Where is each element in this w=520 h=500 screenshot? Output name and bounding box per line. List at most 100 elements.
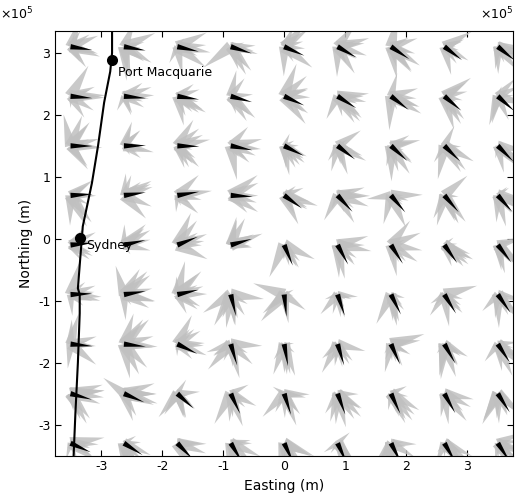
Polygon shape xyxy=(336,189,355,198)
Text: Sydney: Sydney xyxy=(86,238,132,252)
Polygon shape xyxy=(123,336,153,349)
Polygon shape xyxy=(496,96,500,106)
Polygon shape xyxy=(284,389,310,398)
Polygon shape xyxy=(387,46,396,66)
Polygon shape xyxy=(67,126,87,149)
Polygon shape xyxy=(325,392,341,413)
Polygon shape xyxy=(176,40,211,53)
Polygon shape xyxy=(441,96,448,113)
Polygon shape xyxy=(334,146,341,164)
Polygon shape xyxy=(281,294,287,316)
Polygon shape xyxy=(66,314,78,346)
Polygon shape xyxy=(120,440,138,466)
Polygon shape xyxy=(443,294,450,302)
Polygon shape xyxy=(174,143,192,164)
Polygon shape xyxy=(387,390,414,414)
Polygon shape xyxy=(229,139,262,151)
Polygon shape xyxy=(280,440,303,466)
Polygon shape xyxy=(441,44,457,64)
Polygon shape xyxy=(70,243,80,250)
Polygon shape xyxy=(283,342,294,352)
Polygon shape xyxy=(336,91,366,102)
Polygon shape xyxy=(70,240,80,247)
Polygon shape xyxy=(282,442,294,464)
Polygon shape xyxy=(176,392,184,402)
Polygon shape xyxy=(441,438,470,463)
Polygon shape xyxy=(442,343,456,363)
Polygon shape xyxy=(439,193,459,224)
Polygon shape xyxy=(230,94,242,98)
Polygon shape xyxy=(387,221,410,248)
Polygon shape xyxy=(388,244,399,262)
Polygon shape xyxy=(442,240,471,258)
Polygon shape xyxy=(442,443,447,456)
Polygon shape xyxy=(229,234,263,251)
Polygon shape xyxy=(495,392,508,413)
Polygon shape xyxy=(386,391,406,420)
Polygon shape xyxy=(337,90,369,102)
Polygon shape xyxy=(176,336,189,346)
Polygon shape xyxy=(495,142,520,163)
Polygon shape xyxy=(496,144,513,162)
Polygon shape xyxy=(124,92,149,101)
Polygon shape xyxy=(228,442,238,460)
Polygon shape xyxy=(496,192,516,208)
Polygon shape xyxy=(175,240,207,259)
Polygon shape xyxy=(69,135,81,147)
Polygon shape xyxy=(263,290,288,313)
Polygon shape xyxy=(495,340,520,360)
Polygon shape xyxy=(439,294,450,326)
Polygon shape xyxy=(281,344,287,357)
Polygon shape xyxy=(390,144,400,150)
Polygon shape xyxy=(69,187,80,197)
Polygon shape xyxy=(226,94,247,121)
Polygon shape xyxy=(334,96,342,116)
Polygon shape xyxy=(335,442,341,456)
Polygon shape xyxy=(389,386,407,396)
Polygon shape xyxy=(337,143,353,150)
Polygon shape xyxy=(229,95,238,108)
Polygon shape xyxy=(496,91,520,104)
Polygon shape xyxy=(123,288,152,300)
Polygon shape xyxy=(335,442,347,464)
Polygon shape xyxy=(496,146,500,158)
Polygon shape xyxy=(440,440,464,465)
Polygon shape xyxy=(176,92,198,102)
Polygon shape xyxy=(282,142,307,156)
Polygon shape xyxy=(70,92,91,100)
Polygon shape xyxy=(283,194,293,200)
Polygon shape xyxy=(445,44,456,49)
Polygon shape xyxy=(124,44,140,50)
Polygon shape xyxy=(70,342,80,349)
Polygon shape xyxy=(280,242,299,268)
Polygon shape xyxy=(493,244,505,274)
Polygon shape xyxy=(441,292,462,313)
Polygon shape xyxy=(229,237,236,246)
Polygon shape xyxy=(281,94,294,112)
Polygon shape xyxy=(120,272,147,299)
Polygon shape xyxy=(385,96,397,130)
Polygon shape xyxy=(434,292,447,306)
Polygon shape xyxy=(390,193,403,202)
Polygon shape xyxy=(65,263,79,296)
Polygon shape xyxy=(336,239,371,251)
X-axis label: Easting (m): Easting (m) xyxy=(244,479,324,493)
Polygon shape xyxy=(496,242,510,258)
Polygon shape xyxy=(230,94,240,98)
Polygon shape xyxy=(495,443,501,460)
Polygon shape xyxy=(175,290,200,306)
Polygon shape xyxy=(177,191,186,197)
Polygon shape xyxy=(444,390,461,400)
Polygon shape xyxy=(66,344,75,368)
Polygon shape xyxy=(497,438,520,450)
Polygon shape xyxy=(496,94,514,111)
Polygon shape xyxy=(227,44,245,66)
Polygon shape xyxy=(282,393,291,415)
Polygon shape xyxy=(376,292,396,324)
Polygon shape xyxy=(497,244,505,250)
Polygon shape xyxy=(283,45,293,52)
Polygon shape xyxy=(230,391,245,399)
Polygon shape xyxy=(122,44,142,59)
Polygon shape xyxy=(391,440,406,446)
Polygon shape xyxy=(442,389,471,407)
